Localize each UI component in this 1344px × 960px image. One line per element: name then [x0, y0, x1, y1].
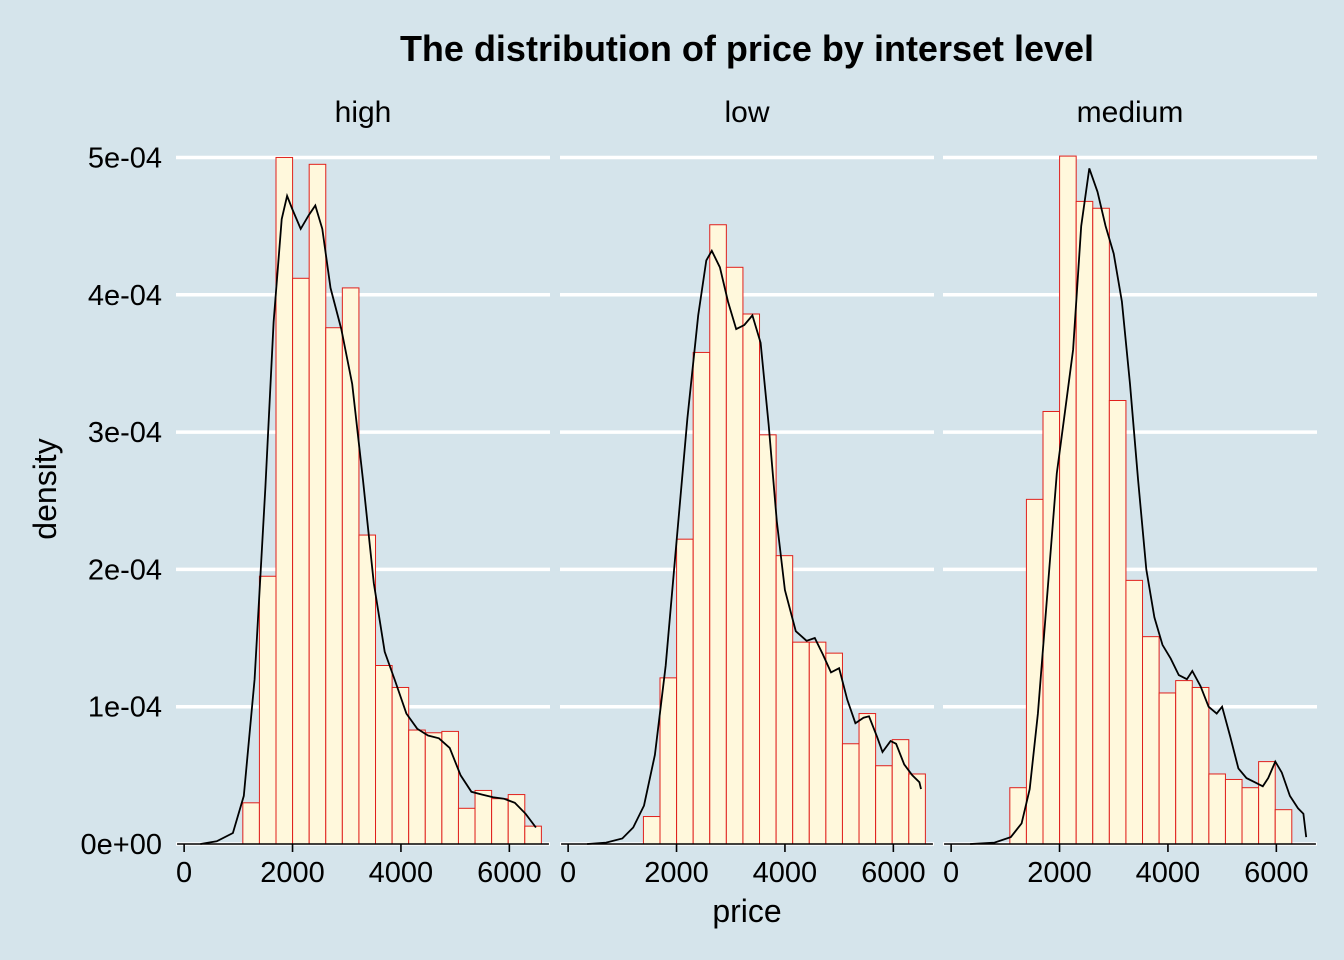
histogram-bar [908, 773, 926, 845]
histogram-bar [825, 652, 843, 845]
y-axis-title: density [27, 438, 63, 539]
facet-strip-label: medium [1077, 96, 1184, 129]
histogram-bar [325, 327, 343, 845]
x-axis-title: price [712, 893, 781, 929]
histogram-bar [242, 802, 260, 845]
histogram-bar [1175, 680, 1193, 845]
histogram-bar [725, 266, 744, 845]
facet-panel-high: high 0 2000 4000 6000 [176, 96, 550, 889]
facet-panel-medium: medium 0 2000 4000 6000 [943, 96, 1317, 889]
x-tick-label: 4000 [753, 857, 818, 889]
facet-strip-label: low [724, 96, 769, 129]
y-tick-label: 4e-04 [88, 280, 162, 312]
histogram-bar [709, 224, 727, 845]
x-tick-label: 2000 [1027, 857, 1092, 889]
x-tick-label: 0 [943, 857, 959, 889]
histogram-bar [1241, 787, 1260, 845]
histogram-bar [1258, 761, 1276, 845]
histogram-bar [1092, 207, 1110, 845]
histogram-bar [742, 313, 761, 845]
chart-title: The distribution of price by interset le… [400, 28, 1094, 69]
histogram-bar [524, 825, 542, 845]
histogram-bar [1191, 686, 1210, 845]
histogram-bar [1208, 773, 1226, 845]
y-tick-label: 3e-04 [88, 417, 162, 449]
y-tick-label: 2e-04 [88, 554, 162, 586]
histogram-bar [457, 807, 476, 845]
histogram-bar [1108, 399, 1127, 845]
x-tick-label: 2000 [644, 857, 709, 889]
x-tick-label: 6000 [861, 857, 926, 889]
x-tick-label: 4000 [1136, 857, 1201, 889]
histogram-bar [841, 743, 860, 845]
x-tick-label: 2000 [260, 857, 325, 889]
y-tick-label: 1e-04 [88, 692, 162, 724]
density-curve [970, 168, 1308, 845]
histogram-bar [1142, 636, 1160, 845]
histogram-bar [775, 555, 794, 845]
histogram-bar [474, 789, 493, 845]
histogram-bar [692, 351, 711, 845]
facet-panels: high 0 2000 4000 6000 low 0 2000 4000 6000 medium 0… [176, 96, 1317, 889]
facet-strip-label: high [335, 96, 392, 129]
histogram-bar [759, 434, 777, 845]
histogram-bar [875, 765, 893, 845]
histogram-bar [491, 798, 509, 845]
x-tick-label: 4000 [369, 857, 434, 889]
histogram-bar [1059, 155, 1077, 845]
histogram-bar [1224, 778, 1243, 845]
histogram-bar [424, 732, 443, 845]
histogram-bar [808, 641, 827, 845]
histogram-bar [292, 277, 310, 845]
y-axis: 0e+00 1e-04 2e-04 3e-04 4e-04 5e-04 [81, 142, 162, 861]
histogram-bar [341, 287, 360, 845]
histogram-bar [1274, 809, 1293, 845]
histogram-bar [642, 816, 661, 845]
histogram-bar [1075, 200, 1094, 845]
histogram-bar [375, 665, 393, 845]
density-curve [200, 192, 537, 845]
x-tick-label: 0 [176, 857, 192, 889]
histogram-bar [792, 641, 810, 845]
histogram-bar [408, 729, 426, 845]
x-tick-label: 6000 [1244, 857, 1309, 889]
x-tick-label: 0 [560, 857, 576, 889]
histogram-bar [676, 538, 694, 845]
x-tick-label: 6000 [477, 857, 542, 889]
facet-panel-low: low 0 2000 4000 6000 [560, 96, 934, 889]
y-tick-label: 0e+00 [81, 829, 162, 861]
histogram-bar [308, 163, 327, 845]
histogram-bar [659, 677, 678, 845]
histogram-bar [1125, 579, 1144, 845]
histogram-bar [258, 575, 277, 845]
histogram-bar [1158, 692, 1177, 845]
y-tick-label: 5e-04 [88, 142, 162, 174]
density-curve [587, 248, 922, 845]
histogram-bar [858, 713, 877, 845]
